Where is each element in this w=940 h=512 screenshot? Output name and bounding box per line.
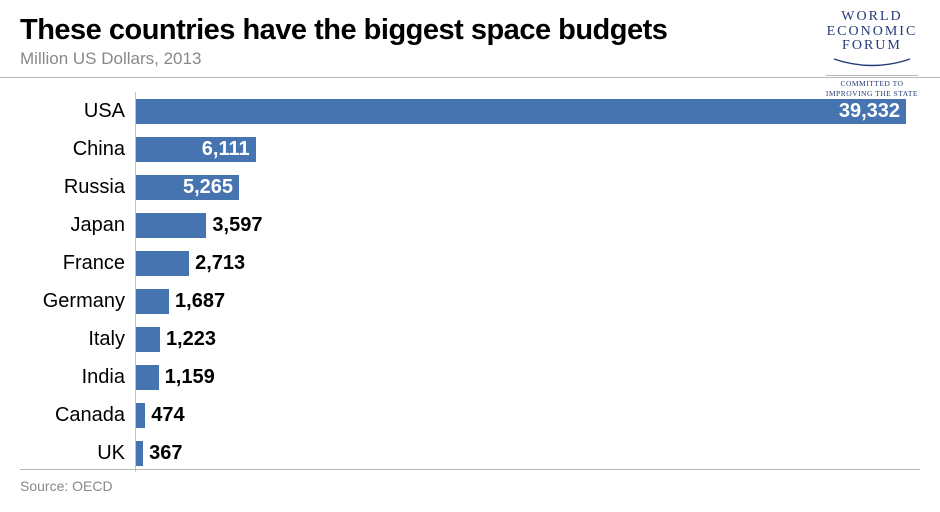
country-label: Canada — [20, 404, 135, 427]
country-label: China — [20, 138, 135, 161]
chart-row: Canada 474 — [20, 396, 920, 434]
logo-line-1: WORLD — [826, 10, 918, 25]
chart-header: These countries have the biggest space b… — [0, 0, 940, 78]
bar-track: 2,713 — [135, 244, 920, 282]
chart-row: Germany 1,687 — [20, 282, 920, 320]
bar: 39,332 — [136, 99, 906, 124]
country-label: France — [20, 252, 135, 275]
bar-value: 39,332 — [839, 100, 900, 123]
country-label: Germany — [20, 290, 135, 313]
country-label: Italy — [20, 328, 135, 351]
bar-value: 1,223 — [166, 328, 216, 351]
chart-row: UK 367 — [20, 434, 920, 472]
bar-value: 5,265 — [183, 176, 233, 199]
logo-line-3: FORUM — [826, 39, 918, 54]
bar-value: 1,159 — [165, 366, 215, 389]
bar — [136, 251, 189, 276]
bar-track: 367 — [135, 434, 920, 472]
logo-line-2: ECONOMIC — [826, 25, 918, 40]
bar-value: 2,713 — [195, 252, 245, 275]
bar-value: 6,111 — [202, 138, 250, 161]
chart-row: USA 39,332 — [20, 92, 920, 130]
bar-track: 6,111 — [135, 130, 920, 168]
bar-value: 367 — [149, 442, 182, 465]
country-label: UK — [20, 442, 135, 465]
bar-track: 1,687 — [135, 282, 920, 320]
bar-chart: USA 39,332 China 6,111 Russia 5,265 Japan 3,597… — [0, 78, 940, 472]
bar-value: 1,687 — [175, 290, 225, 313]
country-label: India — [20, 366, 135, 389]
bar — [136, 289, 169, 314]
chart-title: These countries have the biggest space b… — [20, 14, 920, 47]
chart-row: Japan 3,597 — [20, 206, 920, 244]
bar-track: 1,223 — [135, 320, 920, 358]
chart-row: Russia 5,265 — [20, 168, 920, 206]
bar-track: 1,159 — [135, 358, 920, 396]
chart-row: Italy 1,223 — [20, 320, 920, 358]
bar — [136, 327, 160, 352]
chart-subtitle: Million US Dollars, 2013 — [20, 49, 920, 69]
country-label: Japan — [20, 214, 135, 237]
country-label: USA — [20, 100, 135, 123]
bar — [136, 213, 206, 238]
chart-row: France 2,713 — [20, 244, 920, 282]
bar: 6,111 — [136, 137, 256, 162]
bar-value: 474 — [151, 404, 184, 427]
chart-row: China 6,111 — [20, 130, 920, 168]
bar — [136, 365, 159, 390]
bar: 5,265 — [136, 175, 239, 200]
bar-track: 5,265 — [135, 168, 920, 206]
bar-track: 39,332 — [135, 92, 920, 130]
country-label: Russia — [20, 176, 135, 199]
bar-track: 3,597 — [135, 206, 920, 244]
logo-arc-icon — [826, 56, 918, 73]
bar — [136, 403, 145, 428]
bar-track: 474 — [135, 396, 920, 434]
chart-row: India 1,159 — [20, 358, 920, 396]
bar-value: 3,597 — [212, 214, 262, 237]
source-attribution: Source: OECD — [20, 469, 920, 494]
bar — [136, 441, 143, 466]
